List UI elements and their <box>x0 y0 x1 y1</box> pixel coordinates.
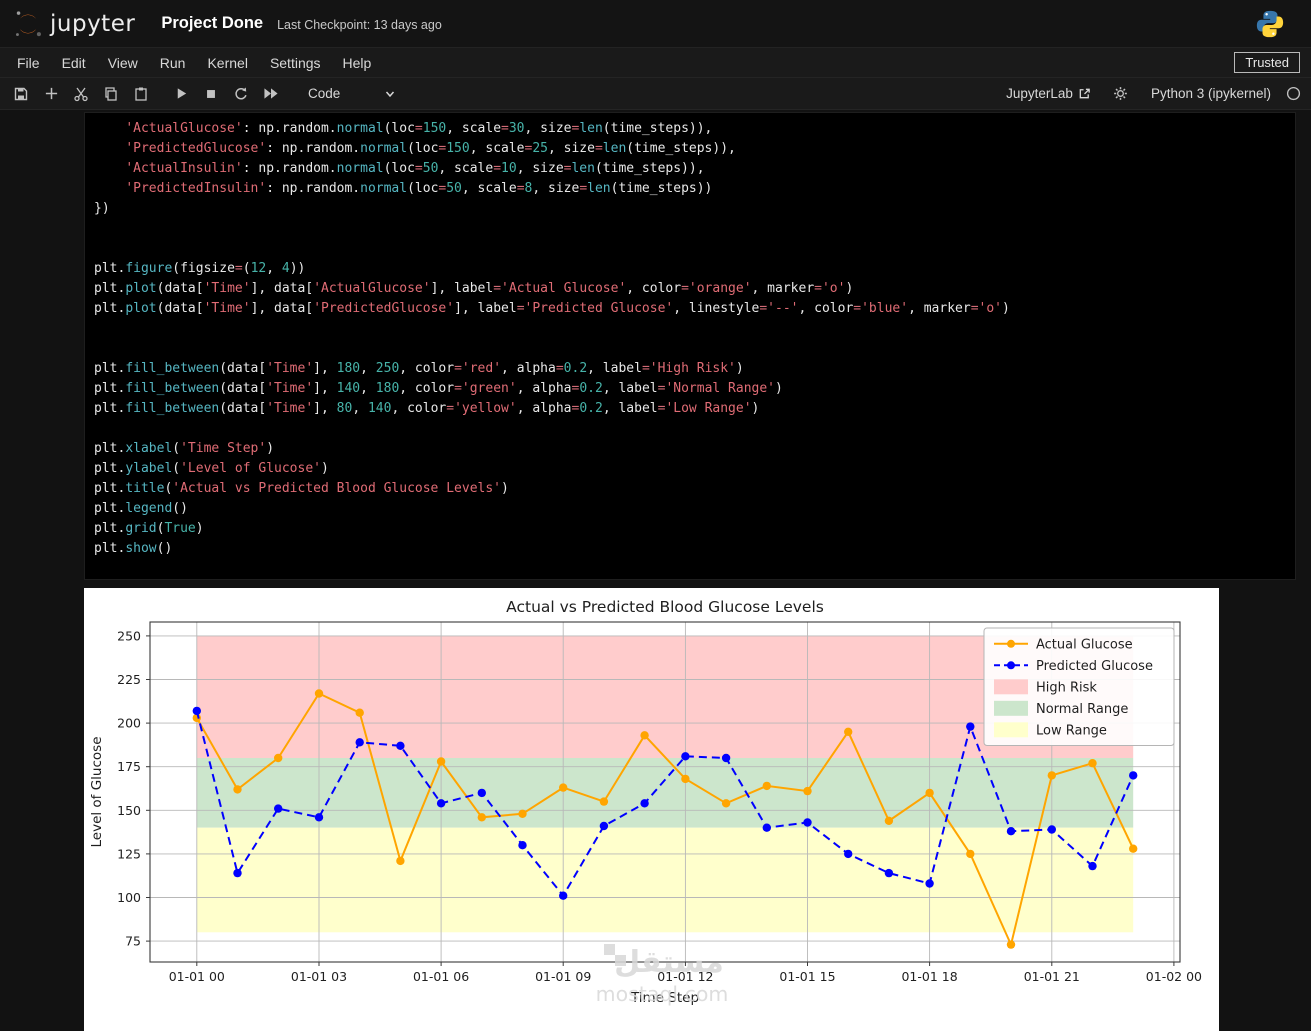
settings-gear-button[interactable] <box>1106 81 1136 107</box>
python-logo-icon <box>1255 9 1285 39</box>
fast-forward-icon <box>264 88 278 99</box>
run-button[interactable] <box>166 81 196 107</box>
glucose-chart-figure: 01-01 00 01-01 03 01-01 06 01-01 09 01-01 12… <box>84 588 1219 1031</box>
menu-item-file[interactable]: File <box>17 54 40 71</box>
notebook-area: 'ActualGlucose': np.random.normal(loc=15… <box>0 110 1311 1031</box>
svg-text:01-01 09: 01-01 09 <box>535 969 591 984</box>
code-cell[interactable]: 'ActualGlucose': np.random.normal(loc=15… <box>84 112 1296 580</box>
trusted-badge[interactable]: Trusted <box>1234 52 1300 73</box>
output-cell: 01-01 00 01-01 03 01-01 06 01-01 09 01-01 12… <box>84 588 1219 1031</box>
cut-cells-button[interactable] <box>66 81 96 107</box>
stop-icon <box>207 89 215 98</box>
svg-text:01-01 06: 01-01 06 <box>413 969 469 984</box>
notebook-title[interactable]: Project Done <box>161 14 264 32</box>
plus-icon <box>45 87 57 100</box>
svg-text:Actual Glucose: Actual Glucose <box>1036 637 1133 652</box>
toolbar: Code JupyterLab Pytho <box>0 78 1311 110</box>
chevron-down-icon <box>385 91 395 97</box>
svg-text:200: 200 <box>117 716 141 731</box>
svg-text:01-02 00: 01-02 00 <box>1146 969 1202 984</box>
svg-text:Normal Range: Normal Range <box>1036 702 1128 717</box>
svg-text:250: 250 <box>117 628 141 643</box>
svg-text:01-01 18: 01-01 18 <box>901 969 957 984</box>
svg-text:01-01 12: 01-01 12 <box>657 969 713 984</box>
svg-text:Time Step: Time Step <box>630 990 699 1006</box>
svg-text:01-01 03: 01-01 03 <box>291 969 347 984</box>
copy-icon <box>105 86 117 101</box>
svg-text:مستقل: مستقل <box>614 945 724 980</box>
menu-item-settings[interactable]: Settings <box>269 54 321 71</box>
svg-text:150: 150 <box>117 803 141 818</box>
copy-cells-button[interactable] <box>96 81 126 107</box>
insert-cell-button[interactable] <box>36 81 66 107</box>
menubar: File Edit View Run Kernel Settings Help Truste… <box>0 48 1311 78</box>
jupyterlab-link[interactable]: JupyterLab <box>1006 86 1091 101</box>
svg-text:mostaql.com: mostaql.com <box>596 982 729 1006</box>
jupyter-logo-text: jupyter <box>50 10 136 37</box>
play-icon <box>177 88 186 99</box>
jupyter-logo[interactable]: jupyter <box>12 8 135 40</box>
svg-text:Level of Glucose: Level of Glucose <box>89 736 105 847</box>
svg-text:100: 100 <box>117 890 141 905</box>
svg-text:High Risk: High Risk <box>1036 680 1097 695</box>
svg-text:01-01 00: 01-01 00 <box>169 969 225 984</box>
kernel-status-icon <box>1286 86 1301 101</box>
external-link-icon <box>1079 88 1090 99</box>
save-button[interactable] <box>6 81 36 107</box>
menu-item-kernel[interactable]: Kernel <box>207 54 248 71</box>
menu-items: File Edit View Run Kernel Settings Help <box>6 51 382 75</box>
restart-kernel-button[interactable] <box>226 81 256 107</box>
paste-cells-button[interactable] <box>126 81 156 107</box>
jupyterlab-link-label: JupyterLab <box>1006 86 1073 101</box>
code-editor[interactable]: 'ActualGlucose': np.random.normal(loc=15… <box>94 121 1010 556</box>
menu-item-view[interactable]: View <box>107 54 138 71</box>
svg-text:75: 75 <box>125 934 141 949</box>
restart-icon <box>235 87 247 99</box>
svg-text:01-01 21: 01-01 21 <box>1024 969 1080 984</box>
svg-text:175: 175 <box>117 759 141 774</box>
svg-text:Predicted Glucose: Predicted Glucose <box>1036 659 1153 674</box>
menu-item-edit[interactable]: Edit <box>61 54 86 71</box>
interrupt-kernel-button[interactable] <box>196 81 226 107</box>
svg-text:Low Range: Low Range <box>1036 723 1107 738</box>
clipboard-icon <box>135 87 147 101</box>
checkpoint-status: Last Checkpoint: 13 days ago <box>277 18 442 32</box>
save-icon <box>14 87 28 100</box>
svg-text:225: 225 <box>117 672 141 687</box>
gear-icon <box>1114 87 1128 100</box>
cell-type-value: Code <box>308 86 341 101</box>
menu-item-run[interactable]: Run <box>159 54 186 71</box>
menu-item-help[interactable]: Help <box>342 54 372 71</box>
svg-text:01-01 15: 01-01 15 <box>779 969 835 984</box>
restart-run-all-button[interactable] <box>256 81 286 107</box>
jupyter-logo-icon <box>16 10 41 36</box>
toolbar-right-group: JupyterLab Python 3 (ipykernel) <box>1006 81 1305 107</box>
svg-text:125: 125 <box>117 846 141 861</box>
scissors-icon <box>74 87 88 101</box>
kernel-selector[interactable]: Python 3 (ipykernel) <box>1150 86 1271 101</box>
titlebar: jupyter Project Done Last Checkpoint: 13… <box>0 0 1311 48</box>
cell-type-dropdown[interactable]: Code <box>302 82 402 106</box>
svg-text:Actual vs Predicted Blood Gluc: Actual vs Predicted Blood Glucose Levels <box>506 598 824 616</box>
